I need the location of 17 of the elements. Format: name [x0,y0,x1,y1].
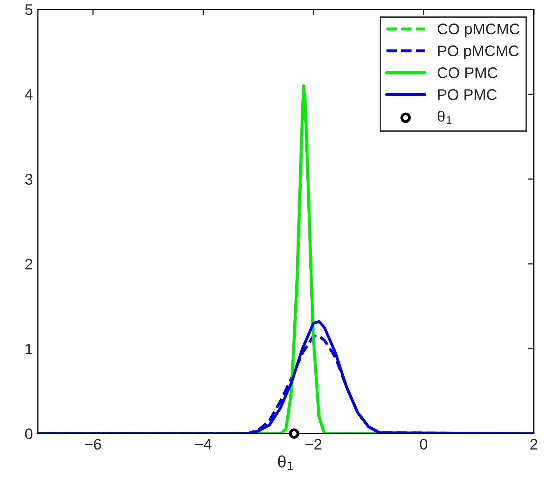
y-tick-label: 3 [25,174,33,185]
x-axis-title: θ$_{1}$ [278,456,294,470]
x-tick-label: −2 [306,439,322,450]
legend-label: CO pMCMC [438,24,520,38]
y-tick-label: 2 [26,259,33,270]
y-tick-label: 1 [26,344,33,355]
y-tick-label: 5 [25,4,33,16]
y-tick-label: 4 [25,89,33,100]
legend-label: PO pMCMC [438,46,519,60]
legend-label: CO PMC [438,68,498,78]
x-tick-label: 2 [530,439,538,450]
x-tick-label: 0 [420,439,428,450]
y-tick-label: 0 [25,428,33,440]
legend-label: θ$_{1}$ [438,110,452,124]
legend-label: PO PMC [438,89,497,100]
x-tick-label: −6 [85,439,102,450]
x-tick-label: −4 [196,439,212,450]
